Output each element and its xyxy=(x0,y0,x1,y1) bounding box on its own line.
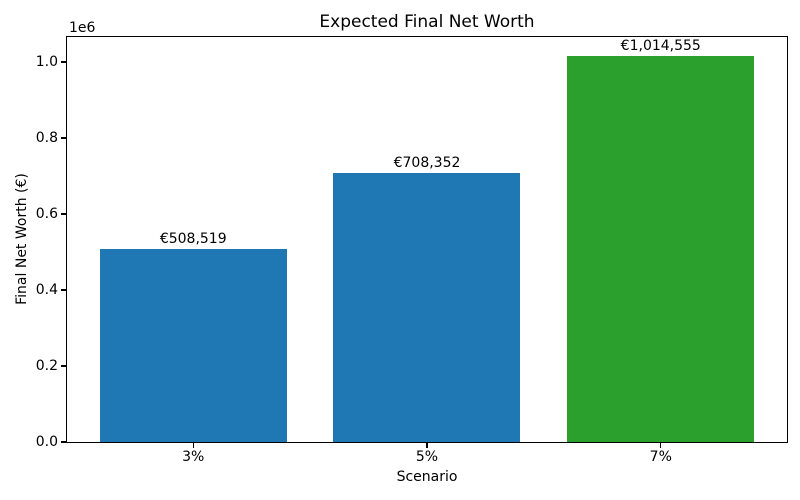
x-tick-mark xyxy=(660,443,662,448)
x-tick-label: 7% xyxy=(649,449,672,465)
y-tick-label: 0.8 xyxy=(35,129,58,146)
x-tick-mark xyxy=(192,443,194,448)
x-tick-label: 3% xyxy=(182,449,205,465)
bar-value-label: €508,519 xyxy=(159,230,227,247)
y-tick-mark xyxy=(61,289,66,291)
y-tick-mark xyxy=(61,213,66,215)
y-tick-mark xyxy=(61,61,66,63)
y-tick-label: 0.2 xyxy=(35,357,58,374)
y-tick-label: 1.0 xyxy=(35,53,58,70)
y-tick-label: 0.6 xyxy=(35,205,58,222)
y-tick-mark xyxy=(61,365,66,367)
bar xyxy=(99,248,287,442)
bar xyxy=(333,172,521,442)
y-tick-mark xyxy=(61,441,66,443)
y-tick-label: 0.4 xyxy=(35,281,58,298)
bar-value-label: €708,352 xyxy=(393,154,461,171)
x-axis-label: Scenario xyxy=(396,469,458,485)
y-tick-mark xyxy=(61,137,66,139)
y-axis-offset-label: 1e6 xyxy=(69,20,96,36)
bar-value-label: €1,014,555 xyxy=(620,38,701,55)
x-tick-label: 5% xyxy=(415,449,439,465)
y-tick-label: 0.0 xyxy=(35,434,58,450)
plot-area xyxy=(66,36,788,443)
chart-title: Expected Final Net Worth xyxy=(319,12,535,32)
x-tick-mark xyxy=(426,443,428,448)
bar xyxy=(567,56,755,442)
